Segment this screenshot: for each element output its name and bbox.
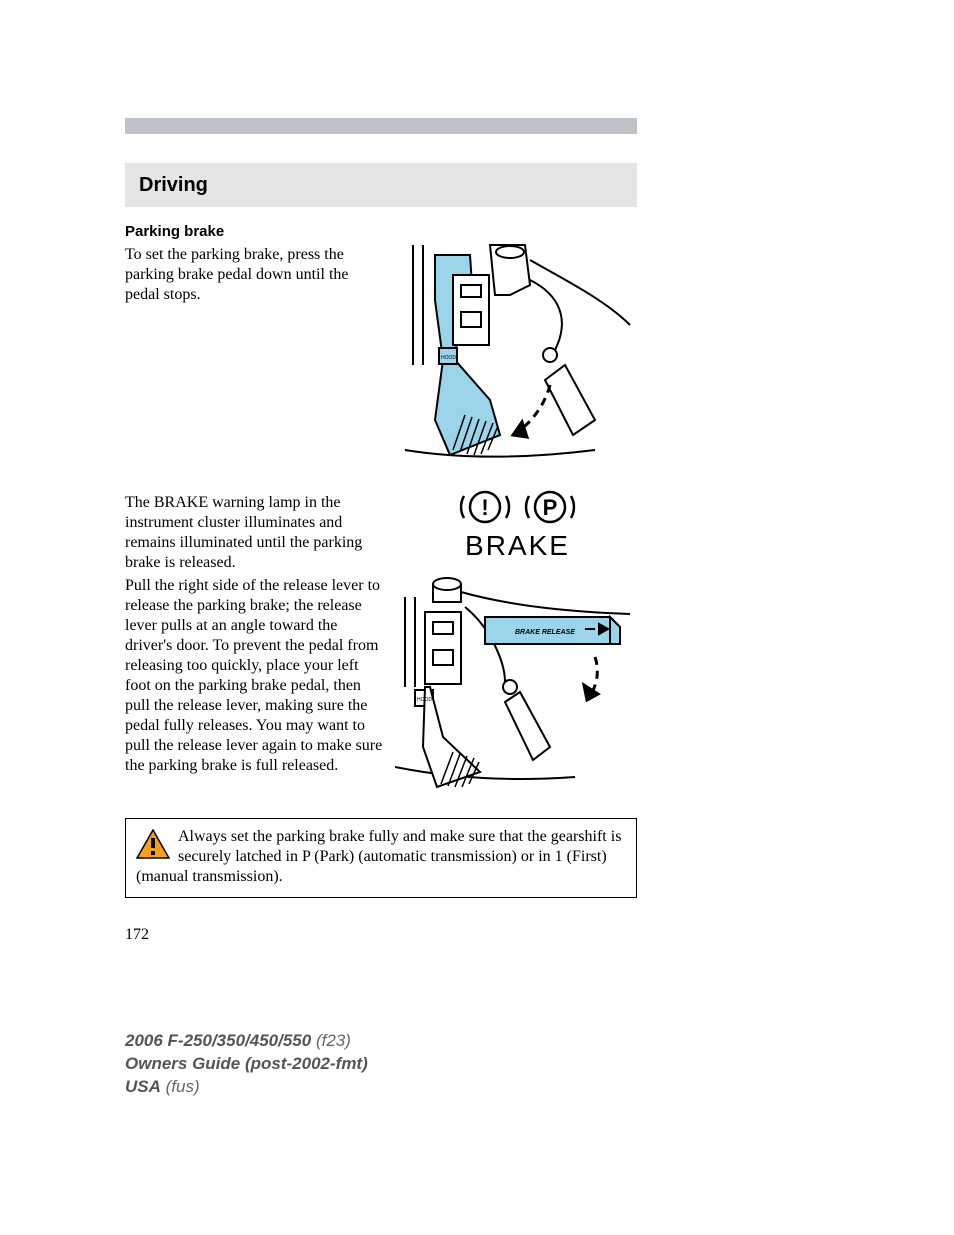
brake-release-svg: BRAKE RELEASE HOOD: [395, 572, 640, 797]
hood-label: HOOD: [441, 355, 456, 361]
subheading: Parking brake: [125, 223, 224, 240]
brake-word: BRAKE: [440, 530, 595, 562]
footer-country-suffix: (fus): [161, 1077, 200, 1096]
brake-release-label: BRAKE RELEASE: [515, 629, 575, 636]
p-symbol: P: [543, 495, 558, 520]
footer-guide: Owners Guide (post-2002-fmt): [125, 1054, 368, 1073]
warning-text: Always set the parking brake fully and m…: [136, 828, 621, 885]
page-number: 172: [125, 926, 149, 944]
pedal-press-svg: HOOD: [395, 240, 640, 470]
footer-model: 2006 F-250/350/450/550: [125, 1031, 311, 1050]
paragraph-1: To set the parking brake, press the park…: [125, 245, 385, 305]
top-accent-bar: [125, 118, 637, 134]
footer-model-suffix: (f23): [311, 1031, 351, 1050]
footer-line-1: 2006 F-250/350/450/550 (f23): [125, 1030, 368, 1053]
document-page: Driving Parking brake To set the parking…: [0, 0, 954, 1235]
warning-box: Always set the parking brake fully and m…: [125, 818, 637, 898]
footer-line-3: USA (fus): [125, 1076, 368, 1099]
footer-line-2: Owners Guide (post-2002-fmt): [125, 1053, 368, 1076]
paragraph-2: The BRAKE warning lamp in the instrument…: [125, 493, 385, 573]
footer-block: 2006 F-250/350/450/550 (f23) Owners Guid…: [125, 1030, 368, 1099]
paragraph-3: Pull the right side of the release lever…: [125, 576, 385, 776]
hood-label-2: HOOD: [417, 697, 432, 703]
figure-pedal-press: HOOD: [395, 240, 640, 470]
exclaim-symbol: !: [481, 495, 488, 520]
figure-brake-indicator: ! P BRAKE: [440, 485, 595, 562]
section-title: Driving: [139, 174, 208, 197]
figure-brake-release: BRAKE RELEASE HOOD: [395, 572, 640, 797]
brake-indicator-svg: ! P: [440, 485, 595, 530]
footer-country: USA: [125, 1077, 161, 1096]
section-header-bar: Driving: [125, 163, 637, 207]
warning-triangle-icon: [136, 829, 170, 865]
